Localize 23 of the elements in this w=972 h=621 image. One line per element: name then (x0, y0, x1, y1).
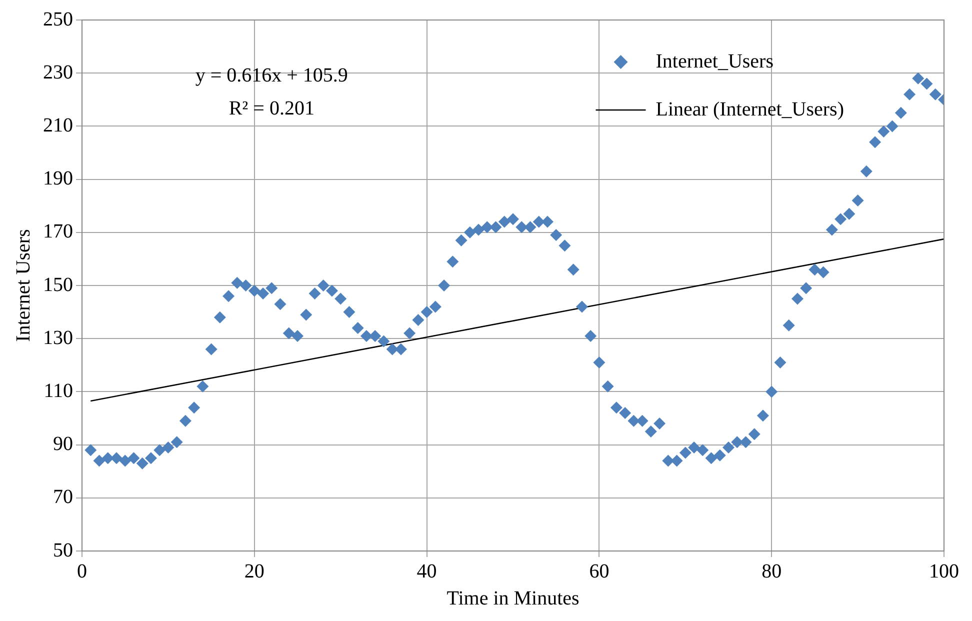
x-tick-label: 100 (929, 560, 959, 582)
y-tick-label: 250 (43, 8, 73, 30)
y-tick-label: 190 (43, 168, 73, 190)
y-tick-label: 130 (43, 326, 73, 349)
annotation: y = 0.616x + 105.9 (195, 64, 348, 86)
x-tick-label: 20 (244, 560, 264, 582)
y-tick-label: 210 (43, 114, 73, 136)
y-tick-label: 110 (44, 380, 73, 402)
y-axis-title: Internet Users (12, 228, 34, 342)
x-tick-label: 60 (589, 560, 610, 582)
legend-label: Linear (Internet_Users) (656, 98, 844, 120)
y-tick-label: 230 (43, 61, 73, 84)
legend-label: Internet_Users (656, 50, 774, 72)
y-tick-label: 150 (43, 274, 73, 296)
x-tick-label: 40 (416, 560, 437, 582)
x-axis-title: Time in Minutes (446, 587, 580, 610)
y-tick-label: 50 (53, 539, 73, 562)
x-tick-label: 0 (77, 560, 87, 582)
x-tick-label: 80 (762, 560, 782, 582)
y-tick-label: 70 (53, 486, 73, 508)
y-tick-label: 170 (43, 220, 73, 243)
y-tick-label: 90 (53, 433, 73, 456)
annotation: R² = 0.201 (228, 97, 314, 120)
